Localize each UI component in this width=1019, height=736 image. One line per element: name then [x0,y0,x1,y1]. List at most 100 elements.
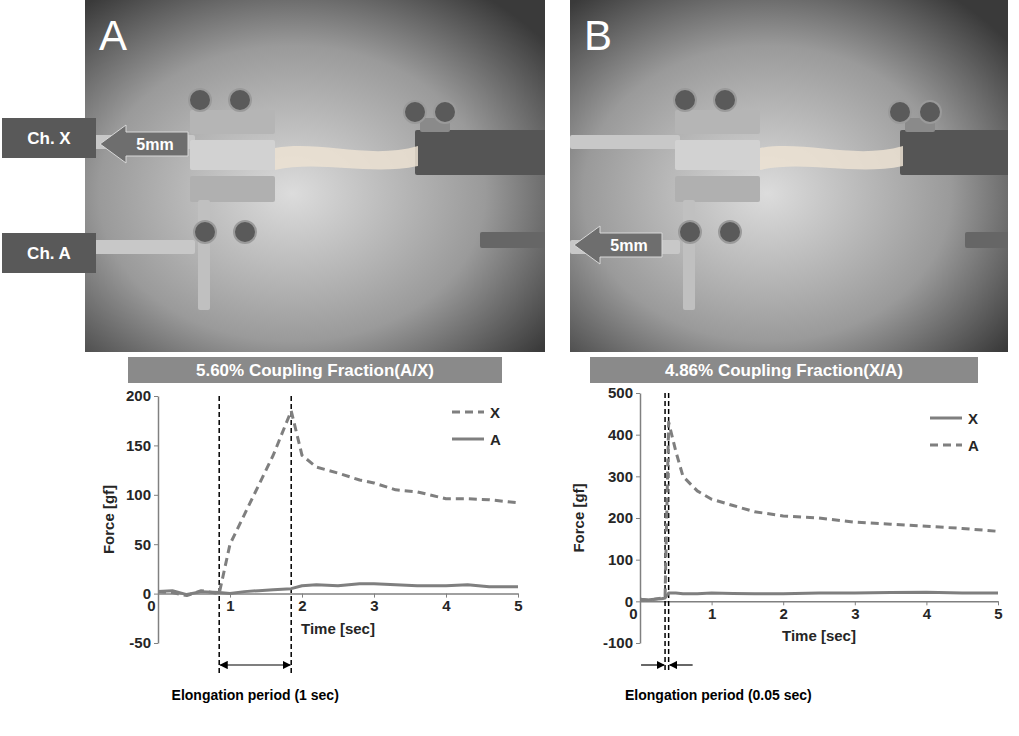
series-line [158,584,518,595]
clamp-knob [919,101,941,123]
chart: 5.60% Coupling Fraction(A/X)-50050100150… [100,357,523,703]
x-axis-line [641,601,999,603]
y-tick-label: 400 [608,426,633,443]
x-tick-label: 5 [514,597,522,614]
y-tick-label: 100 [126,486,151,503]
y-tick-mark [636,393,640,394]
elongation-label: Elongation period (1 sec) [172,687,339,703]
legend: XA [930,410,979,454]
x-axis-title-patch [299,619,377,638]
y-tick-mark [154,445,158,446]
y-tick-mark [636,601,640,602]
x-tick: 5 [514,594,522,615]
channel-label: Ch. X [27,129,71,148]
clamp-knob [679,221,701,243]
x-tick: 4 [923,601,932,622]
x-axis-title-group: Time [sec] [299,619,377,638]
legend-label: A [490,431,501,448]
x-tick: 2 [298,594,306,615]
x-tick: 3 [851,601,859,622]
elongation-arrow [220,664,290,665]
legend-label: X [490,404,500,421]
chart: 4.86% Coupling Fraction(X/A)-10001002003… [570,357,1003,703]
y-tick-label: 300 [608,468,633,485]
y-tick-mark [636,560,640,561]
photo-panel: B [570,0,1019,352]
y-tick-mark [154,594,158,595]
y-tick-mark [636,435,640,436]
elongation-line [290,396,292,673]
y-tick: 100 [126,486,158,503]
x-tick-label: 0 [147,597,155,614]
title-box [590,357,978,383]
displacement-label: 5mm [136,136,173,153]
y-tick-mark [154,396,158,397]
apparatus-part [190,110,275,134]
clamp-knob [229,89,251,111]
title-box [128,357,502,383]
series-group [640,422,998,600]
elongation-arrow [670,664,693,665]
clamp-knob [719,221,741,243]
photo-background [85,0,545,352]
y-tick: 100 [608,551,640,568]
x-axis: 0 1 2 3 4 5 [147,594,523,615]
x-tick-mark [640,601,641,605]
y-tick-mark [636,643,640,644]
clamp-knob [189,89,211,111]
y-tick: 200 [126,387,158,404]
elongation-line [664,393,666,673]
apparatus-part [900,130,1008,175]
x-tick-label: 3 [851,605,859,622]
x-tick: 2 [780,601,788,622]
y-tick-label: 200 [608,509,633,526]
channel-label: Ch. A [27,244,71,263]
apparatus-part [675,176,760,202]
x-tick: 4 [442,594,451,615]
apparatus-part [190,176,275,202]
apparatus-part [683,200,695,310]
panel-letter: A [99,12,127,59]
x-tick-label: 2 [780,605,788,622]
y-tick-label: 500 [608,384,633,401]
x-axis: 012345 [629,601,1003,622]
clamp-knob [194,221,216,243]
x-tick: 3 [370,594,378,615]
photo-panel: A [85,0,555,352]
x-axis-title-patch [780,626,858,645]
series-line [640,592,998,600]
y-axis-title: Force [gf] [100,485,117,554]
elongation-label: Elongation period (0.05 sec) [625,687,812,703]
series-group [158,411,518,596]
x-tick-label: 4 [923,605,932,622]
apparatus-part [675,110,760,134]
series-line [640,422,998,600]
y-axis: -50050100150200 [126,387,159,651]
clamp-knob [674,89,696,111]
x-tick-label: 2 [298,597,306,614]
legend-swatch [930,444,962,447]
elongation-line [218,396,220,673]
y-tick-mark [154,544,158,545]
x-tick-label: 3 [370,597,378,614]
apparatus-part [570,135,680,149]
x-axis-title-group: Time [sec] [780,626,858,645]
y-tick: 500 [608,384,640,401]
photo-content [570,0,1008,352]
legend: XA [452,404,501,448]
y-tick: -50 [129,634,158,651]
channel-label-box [2,233,96,273]
x-tick-label: 1 [708,605,716,622]
x-tick: 0 [629,601,640,622]
photo-content [85,0,545,352]
y-tick: -100 [603,634,640,651]
x-tick-label: 4 [442,597,451,614]
y-axis-title: Force [gf] [570,483,587,552]
apparatus-part [190,140,275,170]
series-line [158,411,518,596]
y-tick: 400 [608,426,640,443]
x-tick-label: 1 [226,597,234,614]
legend-swatch [452,438,484,441]
y-tick: 200 [608,509,640,526]
displacement-arrow [574,226,662,264]
